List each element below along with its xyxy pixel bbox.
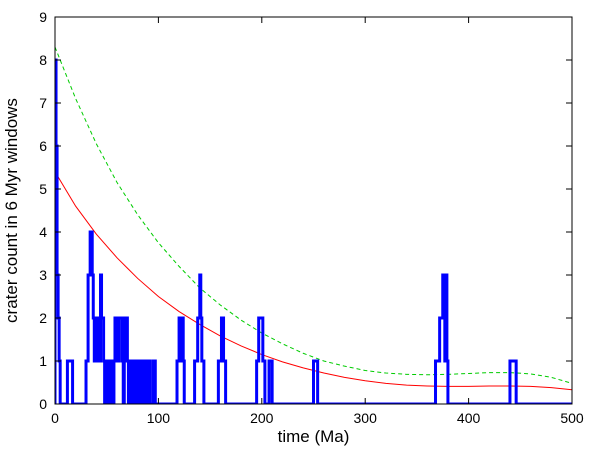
x-axis-title: time (Ma)	[278, 427, 350, 446]
series-layer	[55, 46, 572, 404]
x-tick-label: 200	[250, 410, 274, 426]
y-tick-label: 5	[39, 181, 47, 197]
y-tick-label: 3	[39, 267, 47, 283]
y-tick-label: 6	[39, 138, 47, 154]
x-tick-label: 400	[457, 410, 481, 426]
y-tick-label: 7	[39, 95, 47, 111]
x-axis: 0 100 200 300 400 500	[51, 17, 584, 426]
plot-frame	[54, 16, 573, 405]
y-tick-label: 9	[39, 9, 47, 25]
y-axis: 0 1 2 3 4 5 6 7 8 9	[39, 9, 572, 412]
y-tick-label: 1	[39, 353, 47, 369]
series-green-dashed-curve	[55, 46, 572, 384]
y-tick-label: 2	[39, 310, 47, 326]
y-tick-label: 4	[39, 224, 47, 240]
series-red-curve	[55, 171, 572, 391]
x-tick-label: 0	[51, 410, 59, 426]
series-crater-count-step	[55, 58, 572, 404]
y-tick-label: 8	[39, 52, 47, 68]
x-tick-label: 100	[147, 410, 171, 426]
y-tick-label: 0	[39, 396, 47, 412]
x-tick-label: 300	[354, 410, 378, 426]
y-axis-title: crater count in 6 Myr windows	[2, 98, 21, 323]
x-tick-label: 500	[560, 410, 584, 426]
